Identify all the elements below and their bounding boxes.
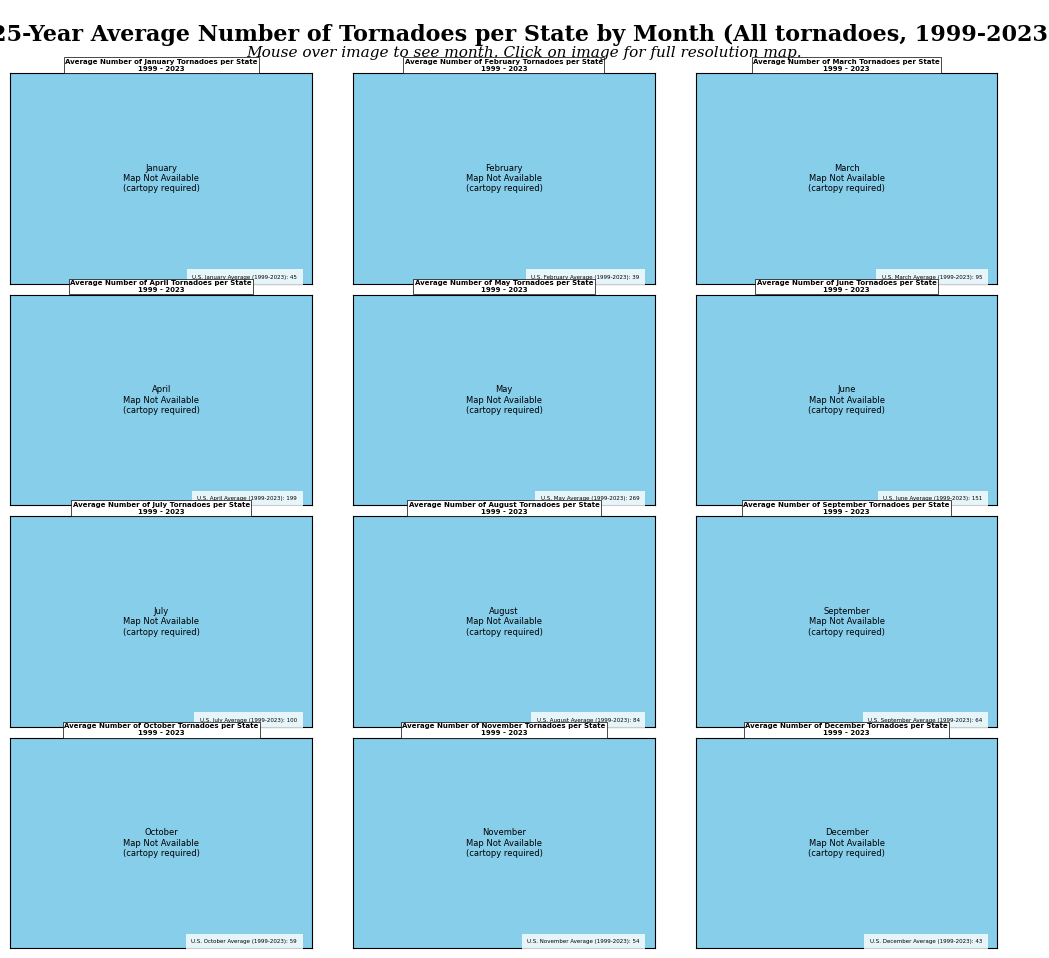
Title: Average Number of March Tornadoes per State
1999 - 2023: Average Number of March Tornadoes per St… <box>753 58 940 72</box>
Text: U.S. June Average (1999-2023): 151: U.S. June Average (1999-2023): 151 <box>883 496 982 501</box>
Title: Average Number of April Tornadoes per State
1999 - 2023: Average Number of April Tornadoes per St… <box>70 280 252 293</box>
Text: September
Map Not Available
(cartopy required): September Map Not Available (cartopy req… <box>808 606 885 636</box>
Title: Average Number of July Tornadoes per State
1999 - 2023: Average Number of July Tornadoes per Sta… <box>72 502 250 514</box>
Text: U.S. July Average (1999-2023): 100: U.S. July Average (1999-2023): 100 <box>200 718 297 722</box>
Text: U.S. August Average (1999-2023): 84: U.S. August Average (1999-2023): 84 <box>537 718 640 722</box>
Title: Average Number of November Tornadoes per State
1999 - 2023: Average Number of November Tornadoes per… <box>402 723 605 736</box>
Text: May
Map Not Available
(cartopy required): May Map Not Available (cartopy required) <box>466 385 542 415</box>
Text: U.S. April Average (1999-2023): 199: U.S. April Average (1999-2023): 199 <box>197 496 297 501</box>
Title: Average Number of May Tornadoes per State
1999 - 2023: Average Number of May Tornadoes per Stat… <box>414 280 593 293</box>
Text: October
Map Not Available
(cartopy required): October Map Not Available (cartopy requi… <box>123 829 199 858</box>
Title: Average Number of June Tornadoes per State
1999 - 2023: Average Number of June Tornadoes per Sta… <box>756 280 937 293</box>
Text: June
Map Not Available
(cartopy required): June Map Not Available (cartopy required… <box>808 385 885 415</box>
Text: 25-Year Average Number of Tornadoes per State by Month (All tornadoes, 1999-2023: 25-Year Average Number of Tornadoes per … <box>0 24 1049 46</box>
Title: Average Number of September Tornadoes per State
1999 - 2023: Average Number of September Tornadoes pe… <box>744 502 949 514</box>
Title: Average Number of January Tornadoes per State
1999 - 2023: Average Number of January Tornadoes per … <box>65 58 257 72</box>
Text: April
Map Not Available
(cartopy required): April Map Not Available (cartopy require… <box>123 385 199 415</box>
Text: July
Map Not Available
(cartopy required): July Map Not Available (cartopy required… <box>123 606 199 636</box>
Title: Average Number of February Tornadoes per State
1999 - 2023: Average Number of February Tornadoes per… <box>405 58 603 72</box>
Text: December
Map Not Available
(cartopy required): December Map Not Available (cartopy requ… <box>808 829 885 858</box>
Text: U.S. October Average (1999-2023): 59: U.S. October Average (1999-2023): 59 <box>191 939 297 945</box>
Text: February
Map Not Available
(cartopy required): February Map Not Available (cartopy requ… <box>466 164 542 194</box>
Text: U.S. February Average (1999-2023): 39: U.S. February Average (1999-2023): 39 <box>532 275 640 280</box>
Text: U.S. May Average (1999-2023): 269: U.S. May Average (1999-2023): 269 <box>541 496 640 501</box>
Title: Average Number of August Tornadoes per State
1999 - 2023: Average Number of August Tornadoes per S… <box>408 502 599 514</box>
Text: U.S. January Average (1999-2023): 45: U.S. January Average (1999-2023): 45 <box>192 275 297 280</box>
Text: March
Map Not Available
(cartopy required): March Map Not Available (cartopy require… <box>808 164 885 194</box>
Text: January
Map Not Available
(cartopy required): January Map Not Available (cartopy requi… <box>123 164 199 194</box>
Title: Average Number of October Tornadoes per State
1999 - 2023: Average Number of October Tornadoes per … <box>64 723 258 736</box>
Text: Mouse over image to see month. Click on image for full resolution map.: Mouse over image to see month. Click on … <box>247 46 802 60</box>
Text: U.S. March Average (1999-2023): 95: U.S. March Average (1999-2023): 95 <box>882 275 982 280</box>
Text: U.S. December Average (1999-2023): 43: U.S. December Average (1999-2023): 43 <box>870 939 982 945</box>
Text: U.S. September Average (1999-2023): 64: U.S. September Average (1999-2023): 64 <box>869 718 982 722</box>
Title: Average Number of December Tornadoes per State
1999 - 2023: Average Number of December Tornadoes per… <box>745 723 948 736</box>
Text: November
Map Not Available
(cartopy required): November Map Not Available (cartopy requ… <box>466 829 542 858</box>
Text: U.S. November Average (1999-2023): 54: U.S. November Average (1999-2023): 54 <box>528 939 640 945</box>
Text: August
Map Not Available
(cartopy required): August Map Not Available (cartopy requir… <box>466 606 542 636</box>
